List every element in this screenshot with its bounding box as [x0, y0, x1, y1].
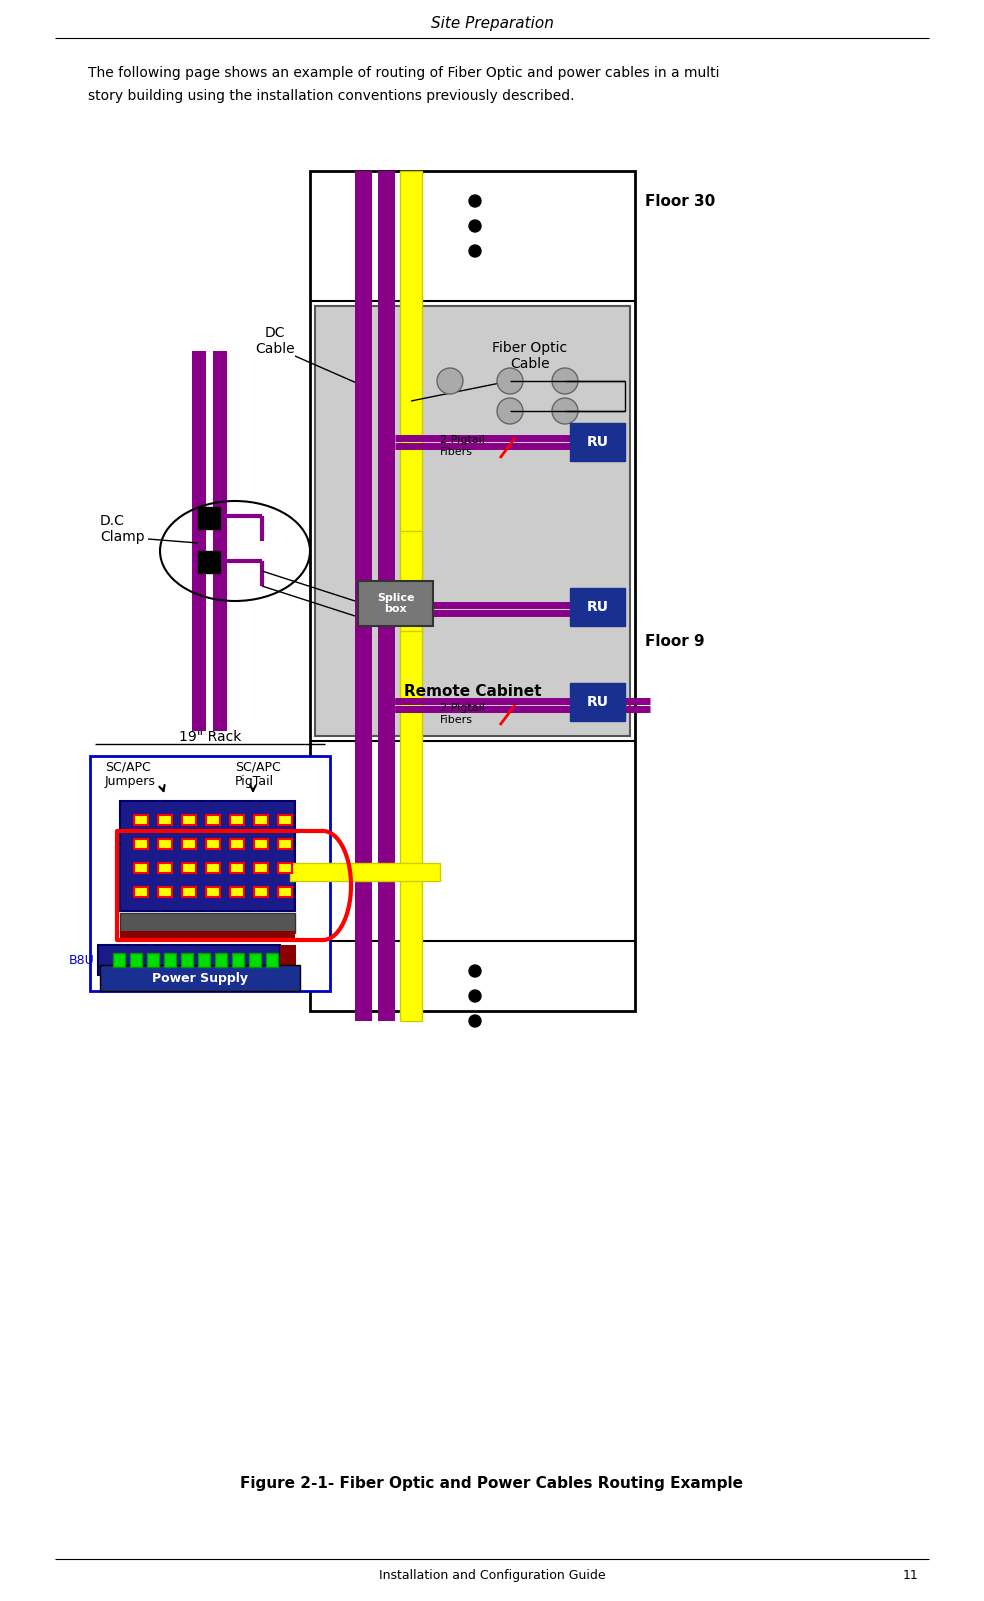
Bar [230, 863, 244, 873]
Text: Site Preparation: Site Preparation [431, 16, 553, 30]
Bar [400, 171, 422, 1021]
Bar [182, 887, 196, 897]
Bar [355, 171, 372, 1001]
Circle shape [469, 195, 481, 207]
Bar [278, 863, 292, 873]
Text: D.C
Clamp: D.C Clamp [100, 514, 145, 544]
Bar [164, 953, 176, 967]
Circle shape [552, 368, 578, 394]
Bar [134, 863, 148, 873]
Bar [206, 863, 220, 873]
Bar [98, 945, 280, 975]
Bar [198, 508, 220, 528]
Bar [134, 839, 148, 849]
Bar [278, 887, 292, 897]
Bar [254, 839, 268, 849]
Bar [113, 953, 125, 967]
Bar [570, 588, 625, 626]
Bar [230, 815, 244, 825]
Text: RU: RU [586, 600, 608, 615]
Bar [358, 581, 433, 626]
Text: Installation and Configuration Guide: Installation and Configuration Guide [379, 1569, 605, 1582]
Circle shape [497, 368, 523, 394]
Bar [182, 815, 196, 825]
Bar [158, 887, 172, 897]
Bar [230, 839, 244, 849]
Text: RU: RU [586, 435, 608, 448]
Bar [120, 800, 295, 911]
Circle shape [552, 399, 578, 424]
Bar [198, 551, 220, 573]
Bar [232, 953, 244, 967]
Text: Power Supply: Power Supply [152, 972, 248, 985]
Bar [570, 423, 625, 461]
Bar [90, 756, 330, 991]
Text: SC/APC
Jumpers: SC/APC Jumpers [105, 760, 155, 788]
Circle shape [469, 965, 481, 977]
Text: DC
Cable: DC Cable [255, 327, 295, 355]
Bar [266, 953, 278, 967]
Bar [206, 887, 220, 897]
Bar [206, 815, 220, 825]
Bar [192, 351, 206, 732]
Text: B8U: B8U [68, 954, 94, 967]
Bar [198, 953, 210, 967]
Text: Fiber Optic
Cable: Fiber Optic Cable [492, 341, 568, 371]
Bar [378, 171, 395, 1021]
Circle shape [469, 219, 481, 232]
Bar [158, 815, 172, 825]
Bar [254, 863, 268, 873]
Bar [290, 863, 440, 881]
Circle shape [497, 399, 523, 424]
Bar [355, 171, 372, 1021]
Text: Floor 30: Floor 30 [645, 194, 715, 208]
Bar [315, 306, 630, 736]
Text: Splice
box: Splice box [377, 592, 414, 615]
Bar [100, 965, 300, 991]
Text: 19" Rack: 19" Rack [179, 730, 241, 744]
Bar [206, 839, 220, 849]
Text: The following page shows an example of routing of Fiber Optic and power cables i: The following page shows an example of r… [88, 66, 719, 80]
Text: RU: RU [586, 695, 608, 709]
Bar [182, 839, 196, 849]
Circle shape [469, 245, 481, 258]
Circle shape [469, 989, 481, 1002]
Bar [134, 887, 148, 897]
Bar [182, 863, 196, 873]
Bar [120, 913, 295, 933]
Bar [400, 532, 422, 631]
Text: Remote Cabinet: Remote Cabinet [403, 684, 541, 698]
Text: story building using the installation conventions previously described.: story building using the installation co… [88, 90, 575, 102]
Text: Patch panel: Patch panel [171, 789, 244, 799]
Bar [378, 171, 395, 1001]
Bar [254, 815, 268, 825]
Bar [158, 863, 172, 873]
Bar [134, 815, 148, 825]
Bar [215, 953, 227, 967]
Bar [130, 953, 142, 967]
Bar [181, 953, 193, 967]
Bar [310, 171, 635, 1010]
Text: 11: 11 [902, 1569, 918, 1582]
Bar [147, 953, 159, 967]
Text: Floor 9: Floor 9 [645, 634, 705, 648]
Circle shape [437, 368, 463, 394]
Bar [254, 887, 268, 897]
Bar [280, 945, 296, 975]
Bar [249, 953, 261, 967]
Text: SC/APC
PigTail: SC/APC PigTail [235, 760, 280, 788]
Bar [570, 684, 625, 720]
Text: 2 Pigtail
Fibers: 2 Pigtail Fibers [440, 703, 485, 725]
Bar [278, 839, 292, 849]
Bar [158, 839, 172, 849]
Bar [213, 351, 227, 732]
Bar [278, 815, 292, 825]
Text: Figure 2-1- Fiber Optic and Power Cables Routing Example: Figure 2-1- Fiber Optic and Power Cables… [240, 1476, 744, 1491]
Text: 2 Pigtail
Fibers: 2 Pigtail Fibers [440, 435, 485, 456]
Circle shape [469, 1015, 481, 1026]
Bar [230, 887, 244, 897]
Bar [120, 932, 295, 941]
